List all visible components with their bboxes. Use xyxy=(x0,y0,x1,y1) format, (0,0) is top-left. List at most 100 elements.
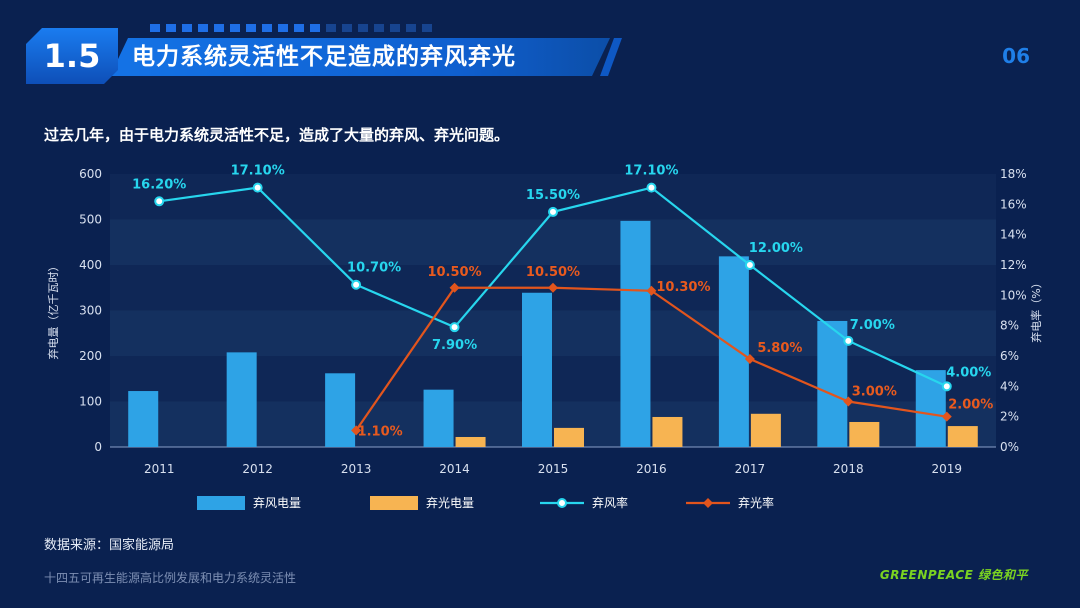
solar-rate-point xyxy=(941,411,952,422)
left-tick-label: 600 xyxy=(79,167,102,181)
plot-band xyxy=(110,401,996,447)
bar-wind-curtailment xyxy=(620,220,651,447)
wind-rate-label: 17.10% xyxy=(231,164,285,179)
bar-wind-curtailment xyxy=(915,370,946,447)
page-title: 电力系统灵活性不足造成的弃风弃光 xyxy=(132,44,516,70)
chart-legend: 弃风电量 弃光电量 弃风率 弃光率 xyxy=(197,495,774,510)
solar-rate-label: 1.10% xyxy=(358,424,403,439)
line-series xyxy=(154,182,952,436)
legend-label: 弃光电量 xyxy=(426,495,474,510)
right-tick-label: 2% xyxy=(1000,410,1019,424)
wind-rate-label: 4.00% xyxy=(946,365,991,380)
bar-wind-curtailment xyxy=(817,320,848,447)
bar-solar-curtailment xyxy=(947,426,978,447)
right-tick-label: 0% xyxy=(1000,440,1019,454)
solar-rate-label: 10.50% xyxy=(427,265,481,280)
right-tick-label: 12% xyxy=(1000,258,1027,272)
wind-rate-point xyxy=(744,260,755,270)
bar-wind-curtailment xyxy=(522,292,552,447)
wind-rate-label: 10.70% xyxy=(347,261,401,276)
page-number: 06 xyxy=(1002,44,1030,68)
bar-solar-curtailment xyxy=(554,427,584,447)
bar-wind-curtailment xyxy=(325,373,356,447)
right-axis-title: 弃电率（%） xyxy=(1029,277,1043,342)
right-tick-label: 6% xyxy=(1000,349,1019,363)
left-tick-label: 400 xyxy=(79,258,102,272)
solar-rate-point xyxy=(646,285,657,296)
bar-solar-curtailment xyxy=(750,413,781,447)
solar-rate-label: 10.50% xyxy=(526,265,580,280)
solar-rate-point xyxy=(351,425,362,436)
section-number: 1.5 xyxy=(43,37,101,75)
bar-wind-curtailment xyxy=(128,391,159,447)
solar-rate-label: 5.80% xyxy=(757,341,802,356)
wind-rate-label: 16.20% xyxy=(132,177,186,192)
plot-band xyxy=(110,310,996,356)
solar-rate-label: 2.00% xyxy=(948,398,993,413)
x-tick-label: 2018 xyxy=(833,462,864,476)
data-labels: 16.20% 17.10% 10.70% 7.90% 15.50% 17.10% 12.00… xyxy=(132,164,993,440)
legend-swatch xyxy=(197,496,245,510)
wind-rate-label: 7.90% xyxy=(432,338,477,353)
wind-rate-point xyxy=(548,206,558,217)
wind-rate-label: 15.50% xyxy=(526,188,580,203)
wind-rate-point xyxy=(351,279,362,290)
x-tick-label: 2015 xyxy=(538,462,569,476)
x-tick-label: 2019 xyxy=(932,462,963,476)
left-tick-label: 0 xyxy=(94,440,102,454)
legend-marker xyxy=(703,498,713,508)
right-tick-label: 16% xyxy=(1000,197,1027,211)
right-axis-ticks: 0% 2% 4% 6% 8% 10% 12% 14% 16% 18% xyxy=(1000,167,1027,454)
wind-rate-point xyxy=(449,322,460,333)
greenpeace-logo: GREENPEACE 绿色和平 xyxy=(879,568,1028,582)
header-decoration-dots xyxy=(150,24,432,32)
bar-series xyxy=(128,220,978,447)
plot-band xyxy=(110,219,996,265)
right-tick-label: 8% xyxy=(1000,319,1019,333)
bar-solar-curtailment xyxy=(652,416,683,447)
bar-solar-curtailment xyxy=(849,421,880,447)
x-tick-label: 2013 xyxy=(341,462,372,476)
right-tick-label: 10% xyxy=(1000,288,1027,302)
bar-wind-curtailment xyxy=(718,256,749,447)
bar-wind-curtailment xyxy=(423,389,454,447)
left-axis-title: 弃电量（亿千瓦时） xyxy=(46,261,60,360)
right-tick-label: 18% xyxy=(1000,167,1027,181)
legend-swatch xyxy=(370,496,418,510)
wind-rate-point xyxy=(154,196,165,207)
bar-solar-curtailment xyxy=(455,436,486,447)
left-axis-ticks: 0 100 200 300 400 500 600 xyxy=(79,167,102,454)
left-tick-label: 500 xyxy=(79,213,102,227)
x-tick-label: 2014 xyxy=(439,462,470,476)
legend-label: 弃风电量 xyxy=(253,495,301,510)
plot-background-bands xyxy=(110,174,996,447)
left-tick-label: 200 xyxy=(79,349,102,363)
x-tick-label: 2012 xyxy=(242,462,273,476)
wind-rate-point xyxy=(646,182,657,193)
right-tick-label: 14% xyxy=(1000,228,1027,242)
legend-label: 弃风率 xyxy=(592,495,628,510)
title-banner xyxy=(110,38,610,76)
right-tick-label: 4% xyxy=(1000,379,1019,393)
section-number-box xyxy=(26,28,118,84)
wind-rate-point xyxy=(843,335,854,346)
left-tick-label: 300 xyxy=(79,304,102,318)
plot-band xyxy=(110,356,996,402)
legend-label: 弃光率 xyxy=(738,495,774,510)
solar-rate-point xyxy=(843,396,854,407)
wind-rate-label: 7.00% xyxy=(850,318,895,333)
intro-text: 过去几年，由于电力系统灵活性不足，造成了大量的弃风、弃光问题。 xyxy=(44,126,510,144)
solar-rate-point xyxy=(449,282,460,293)
solar-rate-label: 10.30% xyxy=(656,280,710,295)
wind-rate-point xyxy=(941,381,952,392)
x-axis-ticks: 2011 2012 2013 2014 2015 2016 2017 2018 2019 xyxy=(144,462,962,476)
x-tick-label: 2011 xyxy=(144,462,175,476)
wind-rate-point xyxy=(252,182,263,193)
data-source: 数据来源：国家能源局 xyxy=(44,538,175,553)
solar-rate-label: 3.00% xyxy=(852,385,897,400)
footer-title: 十四五可再生能源高比例发展和电力系统灵活性 xyxy=(44,571,297,585)
bar-wind-curtailment xyxy=(226,352,257,447)
legend-marker xyxy=(557,498,567,508)
x-tick-label: 2017 xyxy=(735,462,766,476)
